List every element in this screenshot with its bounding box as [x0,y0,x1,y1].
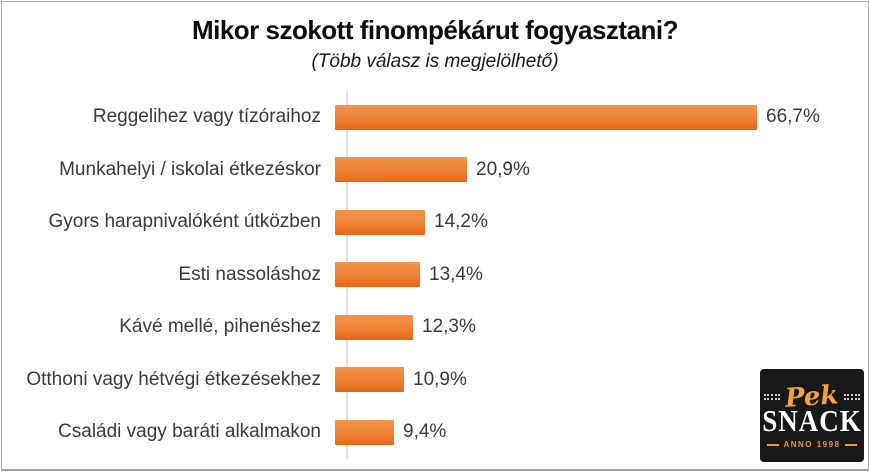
category-label: Esti nassoláshoz [178,263,321,285]
value-label: 20,9% [476,158,530,180]
bar [335,262,420,288]
logo-anno-dash-left [767,443,780,446]
bar-area: 12,3% [335,314,870,340]
logo-script-row: Pek [764,380,860,414]
category-label: Munkahelyi / iskolai étkezéskor [59,158,321,180]
value-label: 10,9% [413,368,467,390]
category-label: Reggelihez vagy tízóraihoz [92,106,321,128]
bar [335,157,467,183]
bar [335,104,757,130]
category-label: Gyors harapnivalóként útközben [48,211,322,233]
logo-dots-right-icon [843,394,860,400]
bar [335,314,413,340]
bar-rows-container: Reggelihez vagy tízóraihoz 66,7% Munkahely… [2,91,870,459]
bar-area: 20,9% [335,157,870,183]
bar-row: Otthoni vagy hétvégi étkezésekhez 10,9% [2,354,870,407]
bar-area: 14,2% [335,209,870,235]
bar-row: Munkahelyi / iskolai étkezéskor 20,9% [2,144,870,197]
category-label: Családi vagy baráti alkalmakon [58,421,321,443]
category-label: Kávé mellé, pihenéshez [119,316,321,338]
value-label: 66,7% [766,106,820,128]
bar-row: Reggelihez vagy tízóraihoz 66,7% [2,91,870,144]
value-label: 9,4% [403,421,447,443]
bar-chart-plot: Reggelihez vagy tízóraihoz 66,7% Munkahely… [2,91,870,459]
value-label: 12,3% [422,316,476,338]
logo-dots-left-icon [764,394,781,400]
chart-title: Mikor szokott finompékárut fogyasztani? [191,15,679,45]
bar-row: Esti nassoláshoz 13,4% [2,249,870,302]
bar-row: Gyors harapnivalóként útközben 14,2% [2,196,870,249]
logo-script-text: Pek [784,380,840,414]
bar [335,209,425,235]
logo-anno-text: ANNO 1998 [783,440,841,449]
category-label: Otthoni vagy hétvégi étkezésekhez [26,368,321,390]
logo-anno-dash-right [844,443,857,446]
value-label: 13,4% [429,263,483,285]
bar-area: 66,7% [335,104,870,130]
logo-main-text: SNACK [762,404,862,438]
chart-subtitle: (Több válasz is megjelölhető) [311,51,559,72]
bar [335,367,404,393]
bar-area: 10,9% [335,367,870,393]
pek-snack-logo: Pek SNACK ANNO 1998 [760,369,864,462]
value-label: 14,2% [434,211,488,233]
bar-area: 9,4% [335,419,870,445]
bar-row: Családi vagy baráti alkalmakon 9,4% [2,406,870,459]
bar [335,419,394,445]
logo-anno-row: ANNO 1998 [767,440,857,449]
bar-row: Kávé mellé, pihenéshez 12,3% [2,301,870,354]
bar-area: 13,4% [335,262,870,288]
